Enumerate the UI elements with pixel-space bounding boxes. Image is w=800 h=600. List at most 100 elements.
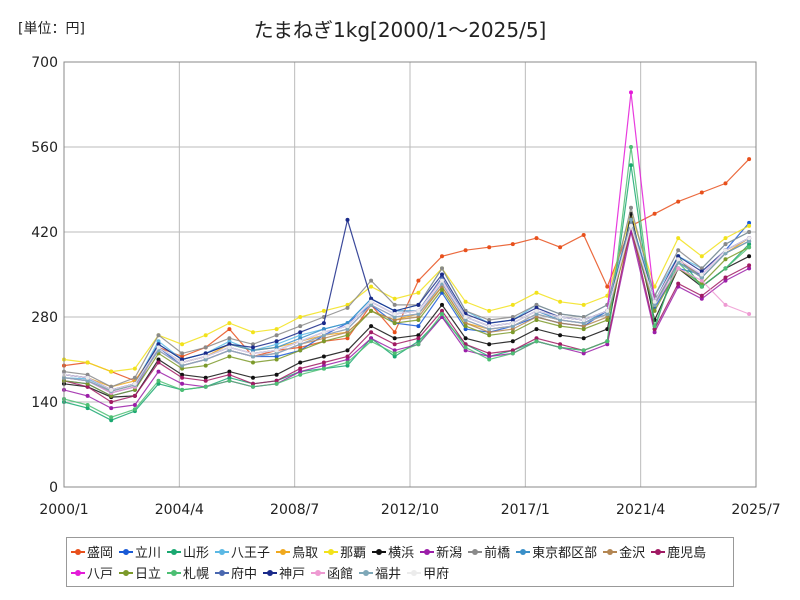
data-point <box>747 157 752 162</box>
data-point <box>203 378 208 383</box>
legend-label: 金沢 <box>619 546 646 561</box>
data-point <box>227 321 232 326</box>
legend-marker-icon <box>215 568 230 578</box>
data-point <box>581 233 586 237</box>
legend-item: 八戸 <box>71 562 113 583</box>
data-point <box>392 348 397 353</box>
series-line <box>63 231 750 409</box>
data-point <box>227 342 232 347</box>
data-point <box>345 360 350 365</box>
legend-item: 福井 <box>359 562 401 583</box>
data-point <box>510 324 515 329</box>
data-point <box>440 302 444 307</box>
legend-item: 神戸 <box>263 562 305 583</box>
data-point <box>274 327 279 332</box>
data-point <box>676 281 681 286</box>
data-point <box>487 342 492 347</box>
data-point <box>510 330 515 335</box>
data-point <box>109 369 114 374</box>
data-point <box>676 254 681 259</box>
legend-label: 鹿児島 <box>667 546 707 561</box>
data-point <box>274 378 279 383</box>
data-point <box>699 190 704 195</box>
data-point <box>487 318 492 322</box>
axes: 0 140 280 420 560 700 2000/1 2004/4 2008/7 2012/1… <box>31 55 780 518</box>
legend-marker-icon <box>71 547 85 557</box>
legend-item: 日立 <box>119 562 161 583</box>
data-point <box>440 254 444 259</box>
data-point <box>487 354 492 359</box>
data-point <box>392 321 397 326</box>
legend-item: 横浜 <box>372 541 414 562</box>
data-point <box>747 254 752 259</box>
series-15 <box>62 223 752 395</box>
data-point <box>581 324 586 329</box>
data-point <box>392 302 397 307</box>
data-point <box>699 269 704 274</box>
data-point <box>392 330 397 335</box>
data-point <box>581 315 586 319</box>
data-point <box>369 330 374 335</box>
data-point <box>392 312 397 316</box>
series-line <box>63 207 750 388</box>
data-point <box>416 312 421 316</box>
series-line <box>63 211 750 373</box>
data-point <box>487 324 492 329</box>
grid <box>64 62 756 487</box>
data-point <box>369 302 374 307</box>
data-point <box>487 308 492 313</box>
data-point <box>274 351 279 356</box>
data-point <box>369 336 374 341</box>
data-point <box>440 312 444 316</box>
data-point <box>463 299 468 304</box>
data-point <box>345 348 350 353</box>
data-point <box>345 305 350 310</box>
data-point <box>109 400 114 404</box>
data-point <box>534 302 539 307</box>
data-point <box>132 366 137 371</box>
data-point <box>534 315 539 319</box>
data-point <box>132 387 137 392</box>
x-tick-label: 2008/7 <box>270 502 319 518</box>
data-point <box>487 245 492 250</box>
data-point <box>345 336 350 341</box>
data-point <box>723 236 728 241</box>
legend-label: 函館 <box>327 567 354 582</box>
data-point <box>558 324 563 329</box>
data-point <box>723 257 728 262</box>
data-point <box>676 236 681 241</box>
data-point <box>227 327 232 332</box>
data-point <box>487 333 492 338</box>
data-point <box>699 296 704 301</box>
data-point <box>321 339 326 344</box>
series-line <box>63 223 750 391</box>
data-point <box>463 345 468 350</box>
x-tick-label: 2017/1 <box>501 502 550 518</box>
data-point <box>747 236 752 241</box>
data-point <box>558 333 563 338</box>
data-point <box>558 299 563 304</box>
data-point <box>345 357 350 362</box>
legend-item: 八王子 <box>215 541 270 562</box>
legend-label: 日立 <box>135 567 162 582</box>
data-point <box>227 336 232 341</box>
data-point <box>699 266 704 271</box>
plot-frame <box>63 61 757 488</box>
data-point <box>676 257 681 262</box>
data-point <box>652 308 657 313</box>
data-point <box>699 272 704 277</box>
data-point <box>180 381 185 386</box>
y-tick-label: 420 <box>31 225 58 241</box>
data-point <box>463 318 468 322</box>
series-line <box>63 229 750 388</box>
data-point <box>605 284 610 289</box>
legend-label: 府中 <box>231 567 258 582</box>
data-point <box>180 351 185 356</box>
series-17 <box>62 223 752 395</box>
data-point <box>558 315 563 319</box>
data-point <box>274 357 279 362</box>
data-point <box>534 318 539 322</box>
data-point <box>227 354 232 359</box>
legend-marker-icon <box>311 568 326 578</box>
data-point <box>581 321 586 326</box>
